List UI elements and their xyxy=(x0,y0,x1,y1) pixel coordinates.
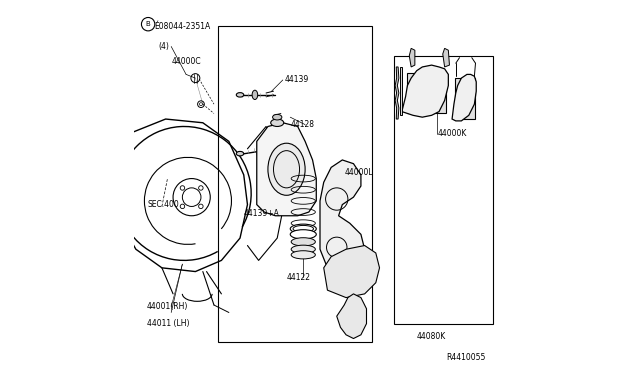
Text: 44128: 44128 xyxy=(291,120,314,129)
Bar xyxy=(454,78,475,119)
Ellipse shape xyxy=(252,90,258,100)
Text: 44011 (LH): 44011 (LH) xyxy=(147,319,189,328)
Text: 44000C: 44000C xyxy=(172,57,201,66)
Polygon shape xyxy=(395,67,399,119)
Text: É08044-2351A: É08044-2351A xyxy=(154,22,211,31)
Ellipse shape xyxy=(291,238,316,246)
Text: 44001(RH): 44001(RH) xyxy=(147,302,188,311)
Text: 44139+A: 44139+A xyxy=(244,209,280,218)
Polygon shape xyxy=(337,294,367,339)
Text: 44122: 44122 xyxy=(287,273,310,282)
Bar xyxy=(218,26,372,342)
Bar xyxy=(408,73,447,113)
Polygon shape xyxy=(320,160,365,272)
Circle shape xyxy=(141,17,155,31)
Ellipse shape xyxy=(291,230,316,239)
Text: 44139: 44139 xyxy=(285,76,309,84)
Text: SEC.400: SEC.400 xyxy=(147,200,179,209)
Polygon shape xyxy=(402,65,449,117)
Polygon shape xyxy=(452,74,476,121)
Text: (4): (4) xyxy=(158,42,169,51)
Ellipse shape xyxy=(291,224,316,234)
Ellipse shape xyxy=(291,245,316,253)
Polygon shape xyxy=(400,67,402,115)
Ellipse shape xyxy=(236,151,244,156)
Ellipse shape xyxy=(271,119,284,126)
Bar xyxy=(394,56,493,324)
Ellipse shape xyxy=(273,114,282,120)
Polygon shape xyxy=(410,48,415,67)
Polygon shape xyxy=(257,123,316,216)
Text: R4410055: R4410055 xyxy=(446,353,486,362)
Polygon shape xyxy=(324,246,380,298)
Ellipse shape xyxy=(268,143,305,195)
Text: 44000L: 44000L xyxy=(344,169,373,177)
Polygon shape xyxy=(443,48,449,67)
Ellipse shape xyxy=(236,93,244,97)
Ellipse shape xyxy=(291,251,316,259)
Text: B: B xyxy=(146,21,150,27)
Text: 44080K: 44080K xyxy=(417,332,446,341)
Text: 44000K: 44000K xyxy=(437,129,467,138)
